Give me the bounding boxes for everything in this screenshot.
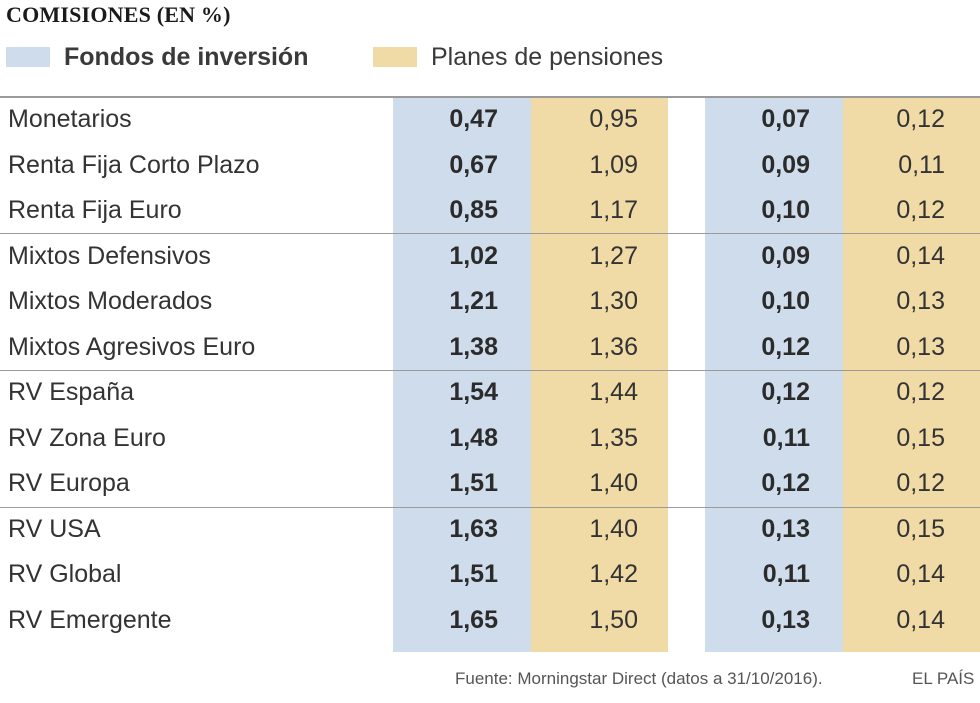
- value-cell: 1,35: [589, 423, 638, 452]
- value-cell: 1,48: [449, 423, 498, 452]
- value-cell: 1,54: [449, 378, 498, 406]
- value-cell: 0,12: [896, 469, 945, 497]
- value-cell: 0,11: [898, 150, 945, 179]
- value-cell: 0,85: [449, 196, 498, 224]
- value-cell: 0,12: [896, 378, 945, 406]
- column-band-planes-2: [843, 97, 980, 652]
- value-cell: 0,47: [449, 105, 498, 133]
- value-cell: 0,12: [896, 196, 945, 224]
- value-cell: 1,02: [449, 241, 498, 270]
- table-row: Mixtos Moderados 1,21 1,30 0,10 0,13: [0, 279, 980, 324]
- table-row: Renta Fija Euro 0,85 1,17 0,10 0,12: [0, 188, 980, 233]
- row-label: Mixtos Moderados: [8, 287, 213, 315]
- column-band-planes-1: [531, 97, 668, 652]
- value-cell: 1,40: [589, 514, 638, 543]
- source-note: Fuente: Morningstar Direct (datos a 31/1…: [455, 669, 823, 688]
- table-row: RV Global 1,51 1,42 0,11 0,14: [0, 552, 980, 597]
- row-label: Renta Fija Euro: [8, 196, 182, 224]
- brand-credit: EL PAÍS: [912, 669, 975, 688]
- value-cell: 0,13: [896, 287, 945, 315]
- table-row: RV Zona Euro 1,48 1,35 0,11 0,15: [0, 416, 980, 461]
- value-cell: 1,40: [589, 469, 638, 497]
- value-cell: 0,14: [896, 241, 945, 270]
- table-row: Mixtos Defensivos 1,02 1,27 0,09 0,14: [0, 234, 980, 279]
- table-row: Renta Fija Corto Plazo 0,67 1,09 0,09 0,11: [0, 143, 980, 188]
- row-label: RV Europa: [8, 469, 130, 497]
- column-band-fondos-2: [705, 97, 843, 652]
- value-cell: 1,51: [449, 560, 498, 588]
- row-label: RV Zona Euro: [8, 423, 166, 452]
- row-label: RV Global: [8, 560, 122, 588]
- value-cell: 0,12: [761, 378, 810, 406]
- group-separator: [0, 233, 980, 234]
- value-cell: 0,11: [762, 560, 810, 588]
- value-cell: 0,67: [449, 150, 498, 179]
- row-label: Monetarios: [8, 105, 132, 133]
- row-label: RV USA: [8, 514, 101, 543]
- column-band-fondos-1: [393, 97, 531, 652]
- row-label: RV Emergente: [8, 605, 172, 634]
- row-label: Mixtos Defensivos: [8, 241, 211, 270]
- value-cell: 1,51: [449, 469, 498, 497]
- value-cell: 0,12: [896, 105, 945, 133]
- value-cell: 0,95: [589, 105, 638, 133]
- legend-swatch-planes: [373, 47, 417, 67]
- value-cell: 0,09: [761, 241, 810, 270]
- legend-label-fondos: Fondos de inversión: [64, 42, 309, 71]
- value-cell: 0,10: [761, 287, 810, 315]
- value-cell: 0,13: [761, 514, 810, 543]
- value-cell: 1,09: [589, 150, 638, 179]
- value-cell: 1,44: [589, 378, 638, 406]
- legend-label-planes: Planes de pensiones: [431, 42, 664, 71]
- row-label: RV España: [8, 378, 135, 406]
- value-cell: 0,14: [896, 560, 945, 588]
- table-row: RV USA 1,63 1,40 0,13 0,15: [0, 507, 980, 552]
- value-cell: 1,65: [449, 605, 498, 634]
- value-cell: 0,12: [761, 332, 810, 361]
- value-cell: 1,36: [589, 332, 638, 361]
- value-cell: 1,38: [449, 332, 498, 361]
- value-cell: 0,15: [896, 514, 945, 543]
- legend-swatch-fondos: [6, 47, 50, 67]
- value-cell: 1,63: [449, 514, 498, 543]
- value-cell: 1,30: [589, 287, 638, 315]
- table-row: Mixtos Agresivos Euro 1,38 1,36 0,12 0,13: [0, 325, 980, 370]
- value-cell: 1,27: [589, 241, 638, 270]
- value-cell: 0,07: [761, 105, 810, 133]
- group-separator: [0, 507, 980, 508]
- table-top-rule: [0, 96, 980, 98]
- value-cell: 1,42: [589, 560, 638, 588]
- value-cell: 0,13: [761, 605, 810, 634]
- legend-fondos: Fondos de inversión: [6, 42, 308, 72]
- value-cell: 0,14: [896, 605, 945, 634]
- value-cell: 0,11: [762, 423, 810, 452]
- chart-title: COMISIONES (EN %): [6, 2, 231, 27]
- value-cell: 0,09: [761, 150, 810, 179]
- value-cell: 0,10: [761, 196, 810, 224]
- table-row: RV España 1,54 1,44 0,12 0,12: [0, 370, 980, 415]
- value-cell: 0,12: [761, 469, 810, 497]
- value-cell: 0,15: [896, 423, 945, 452]
- value-cell: 1,50: [589, 605, 638, 634]
- legend-planes: Planes de pensiones: [373, 42, 663, 72]
- table-row: Monetarios 0,47 0,95 0,07 0,12: [0, 97, 980, 142]
- row-label: Renta Fija Corto Plazo: [8, 150, 260, 179]
- table-row: RV Emergente 1,65 1,50 0,13 0,14: [0, 598, 980, 643]
- row-label: Mixtos Agresivos Euro: [8, 332, 256, 361]
- value-cell: 1,17: [589, 196, 638, 224]
- value-cell: 1,21: [449, 287, 498, 315]
- value-cell: 0,13: [896, 332, 945, 361]
- group-separator: [0, 370, 980, 371]
- table-row: RV Europa 1,51 1,40 0,12 0,12: [0, 461, 980, 506]
